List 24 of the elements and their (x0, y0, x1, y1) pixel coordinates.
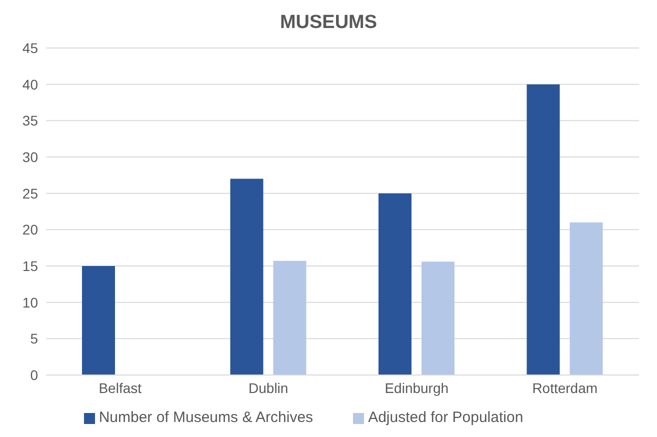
legend-label: Number of Museums & Archives (98, 409, 314, 426)
y-tick-label: 0 (30, 366, 38, 383)
bar (273, 260, 306, 375)
bar (526, 84, 560, 375)
x-tick-label: Dublin (248, 380, 288, 396)
chart-title: MUSEUMS (278, 12, 378, 35)
bar (230, 178, 264, 375)
x-tick-label: Belfast (98, 380, 142, 396)
y-tick-label: 10 (22, 294, 38, 310)
bar (422, 262, 454, 375)
y-tick-label: 25 (22, 185, 38, 202)
x-tick-label: Edinburgh (384, 380, 449, 396)
bar (378, 193, 412, 375)
y-tick-label: 15 (22, 258, 38, 274)
y-tick-label: 40 (22, 76, 38, 92)
y-tick-label: 45 (22, 40, 38, 56)
y-tick-label: 5 (30, 330, 38, 347)
bar (570, 222, 603, 375)
legend-label: Adjusted for Population (368, 409, 524, 426)
y-tick-label: 20 (22, 222, 38, 238)
bar (82, 266, 115, 375)
y-tick-label: 35 (22, 112, 38, 129)
y-tick-label: 30 (22, 148, 38, 165)
x-tick-label: Rotterdam (532, 380, 598, 396)
